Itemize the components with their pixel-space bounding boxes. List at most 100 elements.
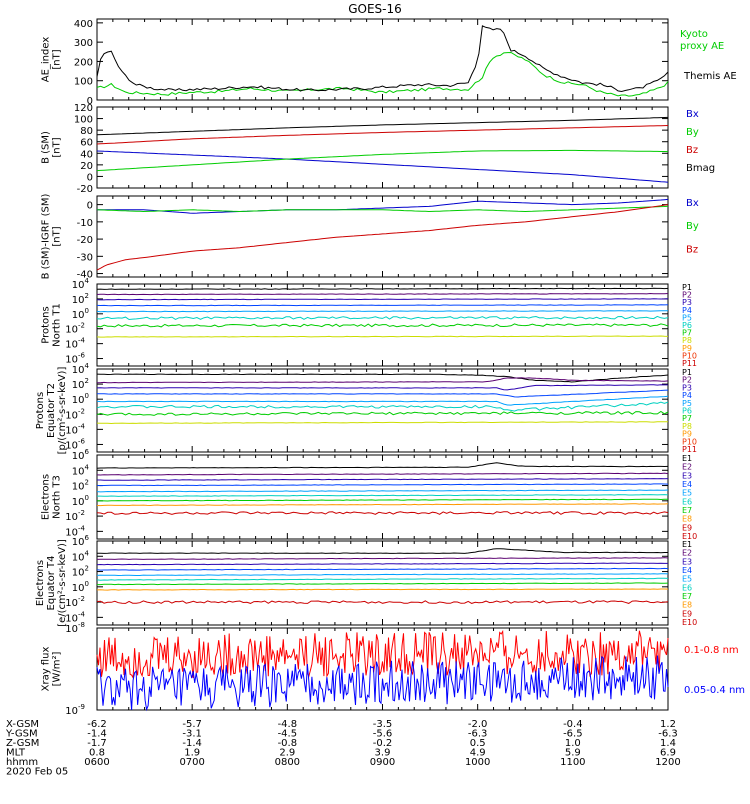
y-tick-base: 10 bbox=[72, 537, 85, 548]
legend-entry: P5 bbox=[682, 313, 692, 322]
y-tick-exponent: -9 bbox=[78, 703, 85, 711]
ephemeris-value: 1.4 bbox=[660, 738, 676, 749]
series-line-e5 bbox=[96, 573, 669, 577]
series-line-e4 bbox=[96, 483, 669, 487]
legend-entry: E7 bbox=[682, 592, 692, 601]
y-tick-base: 10 bbox=[65, 512, 78, 523]
legend-entry: E9 bbox=[682, 523, 692, 532]
legend-entry: E2 bbox=[682, 549, 692, 558]
y-tick-label: 10-4 bbox=[65, 610, 85, 624]
ephemeris-value: -4.8 bbox=[278, 719, 298, 730]
y-tick-exponent: -8 bbox=[78, 621, 85, 629]
series-line-e3 bbox=[96, 562, 668, 566]
legend-proxy-ae: proxy AE bbox=[680, 41, 724, 52]
series-line-e6 bbox=[96, 577, 669, 581]
ephemeris-value: 3.9 bbox=[375, 748, 391, 759]
y-tick-label: 106 bbox=[72, 534, 90, 548]
y-tick-label: 100 bbox=[74, 77, 93, 88]
legend-entry: E4 bbox=[682, 566, 692, 575]
y-axis-label: [nT] bbox=[52, 49, 63, 69]
series-line-p5 bbox=[96, 310, 668, 313]
ephemeris-value: -0.2 bbox=[373, 738, 393, 749]
series-line-bx bbox=[97, 198, 669, 214]
legend-entry: P7 bbox=[682, 329, 692, 338]
legend-entry: Bx bbox=[686, 109, 699, 120]
ephemeris-value: 5.9 bbox=[565, 748, 581, 759]
series-line-e2 bbox=[96, 472, 669, 476]
ephemeris-value: 2.9 bbox=[279, 748, 295, 759]
legend-entry: 0.05-0.4 nm bbox=[684, 685, 745, 696]
y-tick-label: 10-2 bbox=[65, 322, 85, 336]
series-line-by bbox=[96, 149, 669, 172]
ephemeris-value: -3.1 bbox=[182, 729, 202, 740]
y-tick-base: 10 bbox=[72, 497, 85, 508]
ephemeris-value: 0.5 bbox=[470, 738, 486, 749]
legend-entry: P9 bbox=[682, 430, 692, 439]
legend-entry: P7 bbox=[682, 414, 692, 423]
ephemeris-row-label: Y-GSM bbox=[5, 729, 38, 740]
y-axis-label: Equator T2 bbox=[46, 383, 57, 438]
legend-entry: Bz bbox=[686, 145, 698, 156]
y-tick-label: 60 bbox=[80, 138, 93, 149]
y-tick-base: 10 bbox=[72, 295, 85, 306]
series-line-bz bbox=[96, 125, 669, 145]
y-tick-label: 10-2 bbox=[65, 407, 85, 421]
y-tick-label: 100 bbox=[74, 115, 93, 126]
y-tick-label: 400 bbox=[74, 19, 93, 30]
y-tick-exponent: 4 bbox=[85, 277, 90, 285]
y-tick-exponent: -4 bbox=[78, 524, 86, 532]
y-tick-base: 10 bbox=[65, 613, 78, 624]
y-tick-exponent: 6 bbox=[85, 448, 90, 456]
y-axis-label: [nT] bbox=[52, 226, 63, 246]
y-tick-label: 10-2 bbox=[65, 509, 85, 523]
ephemeris-row-label: MLT bbox=[6, 748, 26, 759]
series-line-e9 bbox=[96, 600, 669, 604]
ephemeris-value: -5.7 bbox=[182, 719, 202, 730]
series-line-p2 bbox=[96, 292, 669, 296]
series-line-e1 bbox=[97, 548, 668, 554]
y-tick-exponent: 0 bbox=[85, 494, 89, 502]
series-line-e2 bbox=[96, 557, 669, 560]
legend-entry: P5 bbox=[682, 399, 692, 408]
y-axis-label: Xray flux bbox=[41, 647, 52, 692]
y-axis-label: [W/m²] bbox=[52, 651, 63, 686]
ephemeris-value: -6.5 bbox=[563, 729, 583, 740]
y-axis-label: Equator T4 bbox=[46, 556, 57, 611]
y-tick-label: 104 bbox=[72, 277, 90, 291]
y-tick-base: 10 bbox=[72, 395, 85, 406]
series-line-e3 bbox=[97, 478, 669, 481]
y-axis-label: Electrons bbox=[35, 560, 46, 606]
ephemeris-value: -1.7 bbox=[87, 738, 107, 749]
y-tick-exponent: 2 bbox=[85, 479, 89, 487]
y-tick-base: 10 bbox=[65, 527, 78, 538]
y-tick-label: 102 bbox=[72, 292, 89, 306]
y-tick-exponent: -6 bbox=[78, 437, 86, 445]
y-tick-label: 0 bbox=[87, 172, 93, 183]
y-tick-base: 10 bbox=[65, 340, 78, 351]
legend-entry: P1 bbox=[682, 368, 692, 377]
ephemeris-row-label: Z-GSM bbox=[6, 738, 39, 749]
y-tick-exponent: 4 bbox=[85, 463, 90, 471]
legend-entry: E5 bbox=[682, 575, 692, 584]
series-line-p3 bbox=[96, 298, 669, 301]
legend-entry: E3 bbox=[682, 471, 692, 480]
series-line-e8 bbox=[96, 588, 669, 591]
ephemeris-value: 0800 bbox=[275, 757, 300, 768]
y-tick-base: 10 bbox=[72, 310, 85, 321]
series-line-0-05-0-4-nm bbox=[96, 655, 669, 712]
panel-frame bbox=[96, 368, 669, 453]
legend-entry: P6 bbox=[682, 407, 692, 416]
y-tick-exponent: 0 bbox=[85, 307, 89, 315]
y-tick-label: -20 bbox=[77, 184, 93, 195]
legend-entry: E2 bbox=[682, 463, 692, 472]
ephemeris-value: -0.8 bbox=[278, 738, 298, 749]
legend-entry: P4 bbox=[682, 306, 692, 315]
legend-entry: P6 bbox=[682, 321, 692, 330]
y-tick-label: -40 bbox=[77, 270, 93, 281]
series-line-p7 bbox=[96, 323, 669, 328]
panel-frame bbox=[96, 18, 669, 101]
ephemeris-value: 1.2 bbox=[660, 719, 676, 730]
y-tick-exponent: -6 bbox=[78, 352, 86, 360]
series-line-bmag bbox=[96, 116, 669, 136]
